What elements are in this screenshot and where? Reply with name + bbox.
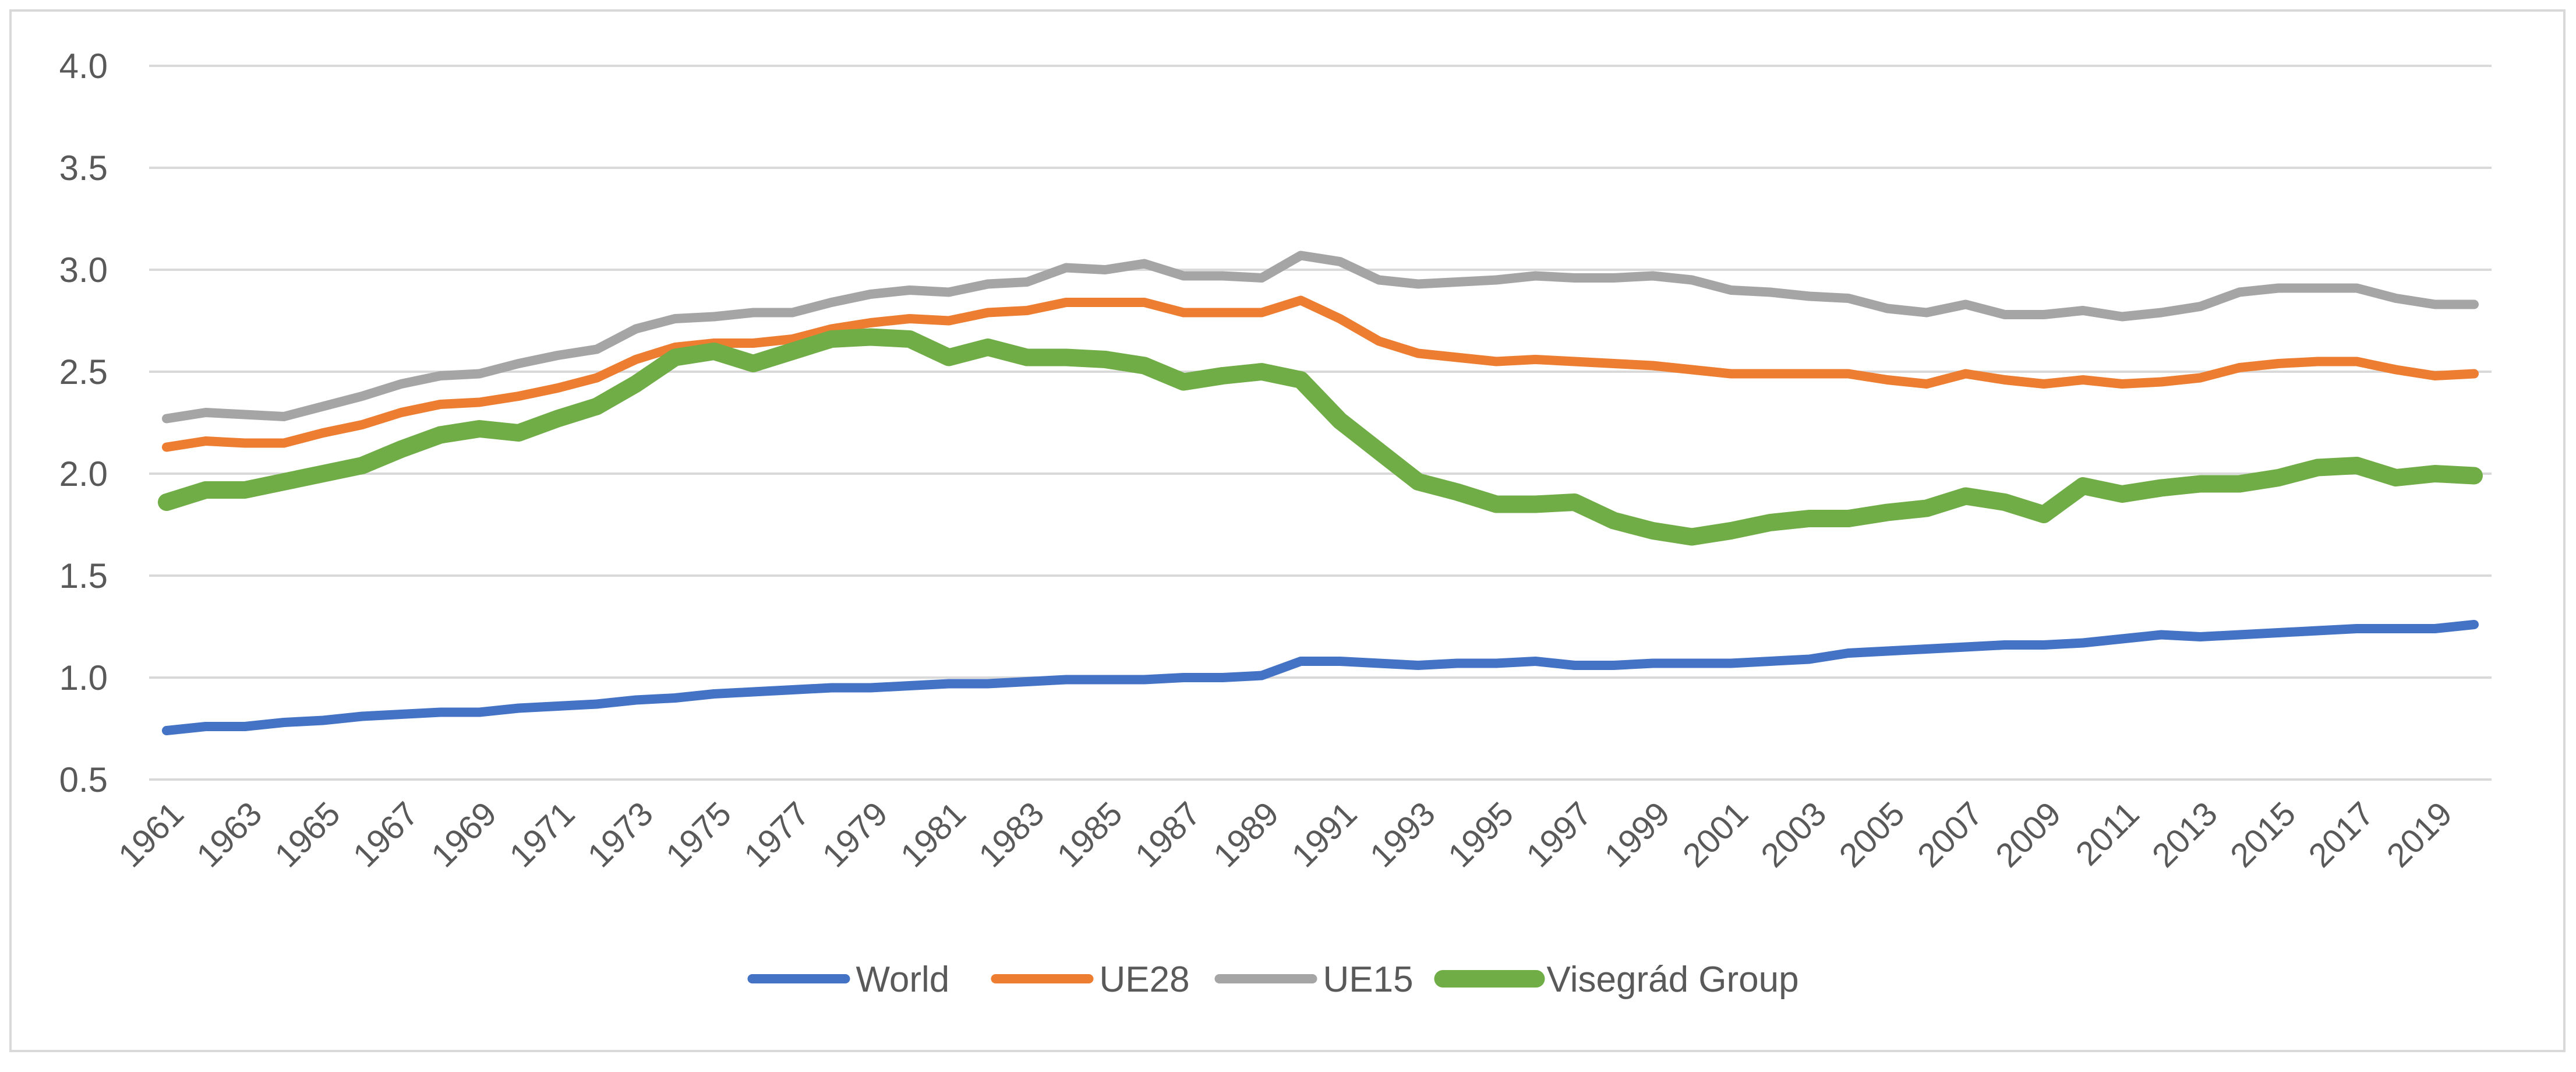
x-tick-label: 1977 (737, 795, 817, 874)
y-tick-label: 1.0 (59, 658, 108, 697)
y-tick-label: 3.5 (59, 149, 108, 188)
y-tick-label: 1.5 (59, 556, 108, 595)
x-tick-label: 1965 (267, 795, 347, 874)
x-tick-label: 2009 (1988, 795, 2068, 874)
legend-item-ue28: UE28 (991, 960, 1190, 1000)
series-line-world (162, 620, 2479, 735)
legend-item-visegr-d-group: Visegrád Group (1434, 960, 1799, 1000)
x-tick-label: 2013 (2145, 795, 2225, 874)
y-tick-label: 3.0 (59, 251, 108, 290)
y-tick-label: 2.0 (59, 454, 108, 493)
x-tick-label: 1991 (1284, 795, 1364, 874)
chart-area (9, 9, 2566, 1052)
x-tick-label: 2019 (2380, 795, 2460, 874)
x-tick-label: 1989 (1206, 795, 1286, 874)
y-tick-label: 4.0 (59, 47, 108, 86)
legend-label: UE28 (1100, 960, 1190, 1000)
x-tick-label: 1985 (1050, 795, 1129, 874)
y-axis-tick-labels: 0.5 1.0 1.5 2.0 2.5 3.0 3.5 4.0 (59, 47, 108, 799)
x-tick-label: 1999 (1598, 795, 1677, 874)
x-tick-label: 1963 (189, 795, 269, 874)
series-line-visegr-d-group (158, 328, 2483, 546)
series-lines (158, 251, 2483, 735)
y-tick-label: 2.5 (59, 352, 108, 392)
legend: World UE28 UE15 Visegrád Group (747, 960, 1799, 1000)
x-tick-label: 1971 (502, 795, 582, 874)
x-tick-label: 2017 (2301, 795, 2381, 874)
series-line-ue28 (162, 295, 2479, 452)
x-tick-label: 1997 (1519, 795, 1599, 874)
x-tick-label: 2007 (1910, 795, 1990, 874)
legend-item-world: World (747, 960, 950, 1000)
x-tick-label: 1961 (111, 795, 191, 874)
x-tick-label: 1969 (424, 795, 504, 874)
x-tick-label: 1973 (581, 795, 660, 874)
x-axis-tick-labels: 1961196319651967196919711973197519771979… (111, 795, 2460, 874)
x-tick-label: 2001 (1676, 795, 1755, 874)
gridlines (149, 65, 2492, 679)
x-tick-label: 2015 (2223, 795, 2303, 874)
x-tick-label: 1987 (1128, 795, 1208, 874)
x-tick-label: 1993 (1363, 795, 1443, 874)
x-tick-label: 2003 (1754, 795, 1833, 874)
x-tick-label: 1979 (815, 795, 895, 874)
legend-label: World (856, 960, 950, 1000)
x-tick-label: 1975 (659, 795, 738, 874)
legend-item-ue15: UE15 (1214, 960, 1414, 1000)
series-line-ue15 (162, 251, 2479, 424)
x-tick-label: 1981 (893, 795, 973, 874)
x-tick-label: 2011 (2068, 795, 2146, 873)
x-tick-label: 2005 (1832, 795, 1912, 874)
x-tick-label: 1967 (346, 795, 426, 874)
x-tick-label: 1995 (1441, 795, 1521, 874)
x-tick-label: 1983 (971, 795, 1051, 874)
y-tick-label: 0.5 (59, 760, 108, 799)
legend-label: Visegrád Group (1547, 960, 1799, 1000)
legend-label: UE15 (1323, 960, 1414, 1000)
